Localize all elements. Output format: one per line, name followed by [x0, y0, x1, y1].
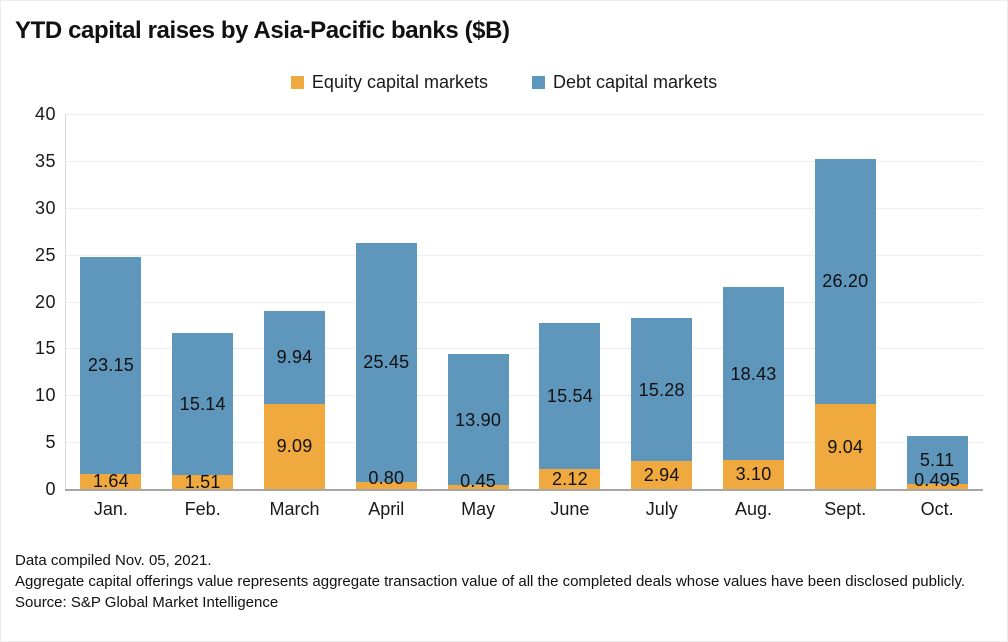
legend-item-debt: Debt capital markets — [532, 71, 717, 93]
bar-segment-equity-jan — [80, 473, 142, 489]
y-axis-tick-10: 10 — [34, 385, 56, 406]
gridline-15 — [65, 348, 983, 350]
x-axis-label-july: July — [645, 499, 678, 519]
value-label-equity-july: 2.94 — [643, 465, 680, 486]
y-axis-tick-35: 35 — [34, 150, 56, 171]
bar-segment-debt-sept — [814, 158, 876, 405]
debt-swatch-icon — [532, 75, 545, 89]
bar-segment-debt-march — [264, 310, 325, 404]
y-axis-tick-40: 40 — [34, 104, 56, 124]
y-axis-tick-20: 20 — [34, 291, 56, 312]
value-label-equity-may: 0.45 — [460, 470, 497, 491]
bar-segment-debt-june — [539, 323, 601, 470]
y-axis-line — [65, 114, 66, 489]
x-axis-label-april: April — [368, 499, 405, 519]
x-axis-label-aug: Aug. — [734, 499, 772, 519]
y-axis-tick-5: 5 — [45, 432, 56, 453]
value-label-debt-oct: 5.11 — [919, 450, 955, 471]
bar-segment-debt-jan — [80, 256, 142, 474]
x-axis-label-feb: Feb. — [184, 499, 221, 519]
footnote-compiled-date: Data compiled Nov. 05, 2021. — [15, 552, 212, 569]
bar-segment-debt-may — [447, 354, 509, 485]
gridline-20 — [65, 301, 983, 303]
legend-label-debt: Debt capital markets — [553, 72, 718, 92]
y-axis-tick-25: 25 — [34, 244, 56, 265]
bar-segment-equity-sept — [814, 404, 876, 489]
bar-segment-debt-oct — [906, 436, 968, 485]
x-axis-label-jan: Jan. — [93, 499, 128, 519]
legend-item-equity: Equity capital markets — [290, 71, 488, 93]
bar-segment-debt-aug — [723, 287, 784, 460]
gridline-5 — [65, 442, 983, 444]
y-axis-tick-0: 0 — [45, 479, 56, 499]
bar-segment-equity-may — [447, 484, 509, 489]
legend-label-equity: Equity capital markets — [311, 72, 488, 92]
bar-segment-equity-april — [355, 481, 417, 489]
value-label-debt-june: 15.54 — [546, 386, 593, 407]
bar-segment-equity-feb — [172, 474, 234, 489]
footnote-description: Aggregate capital offerings value repres… — [15, 573, 966, 590]
value-label-equity-jan: 1.64 — [92, 471, 129, 492]
value-label-debt-may: 13.90 — [455, 409, 502, 430]
gridline-10 — [65, 395, 983, 397]
value-label-debt-sept: 26.20 — [822, 271, 869, 292]
value-label-debt-jan: 23.15 — [87, 355, 134, 376]
value-label-equity-oct: 0.495 — [914, 470, 961, 491]
equity-swatch-icon — [290, 75, 304, 89]
bar-segment-equity-oct — [906, 484, 968, 489]
chart-title: YTD capital raises by Asia-Pacific banks… — [15, 17, 510, 44]
footnote-source: Source: S&P Global Market Intelligence — [15, 594, 279, 611]
value-label-debt-feb: 15.14 — [179, 393, 226, 414]
bar-segment-equity-july — [631, 461, 693, 489]
y-axis-tick-15: 15 — [34, 338, 56, 359]
value-label-debt-aug: 18.43 — [730, 363, 777, 384]
bar-segment-debt-april — [355, 242, 417, 482]
gridline-30 — [65, 207, 983, 209]
bar-segment-equity-aug — [723, 459, 784, 489]
x-axis-label-sept: Sept. — [824, 499, 867, 519]
gridline-25 — [65, 254, 983, 256]
value-label-equity-aug: 3.10 — [735, 464, 772, 485]
y-axis-tick-30: 30 — [34, 197, 56, 218]
x-axis-label-march: March — [269, 499, 320, 519]
value-label-equity-sept: 9.04 — [827, 436, 864, 457]
x-axis-label-oct: Oct. — [920, 499, 954, 519]
gridline-40 — [65, 114, 983, 115]
value-label-debt-march: 9.94 — [276, 347, 313, 368]
footnotes: Data compiled Nov. 05, 2021. Aggregate c… — [15, 550, 995, 613]
x-axis-label-june: June — [550, 499, 590, 519]
value-label-equity-june: 2.12 — [551, 469, 588, 490]
bar-segment-equity-march — [264, 403, 325, 489]
value-label-equity-april: 0.80 — [368, 467, 405, 488]
gridline-35 — [65, 160, 983, 162]
bar-segment-debt-july — [631, 318, 693, 462]
value-label-equity-feb: 1.51 — [184, 471, 221, 492]
bar-segment-equity-june — [539, 469, 601, 489]
value-label-equity-march: 9.09 — [276, 436, 313, 457]
x-axis-line — [65, 489, 983, 491]
chart-legend: Equity capital markets Debt capital mark… — [1, 71, 1007, 93]
value-label-debt-april: 25.45 — [363, 352, 410, 373]
bar-segment-debt-feb — [172, 332, 234, 475]
value-label-debt-july: 15.28 — [638, 379, 685, 400]
x-axis-label-may: May — [461, 499, 496, 519]
